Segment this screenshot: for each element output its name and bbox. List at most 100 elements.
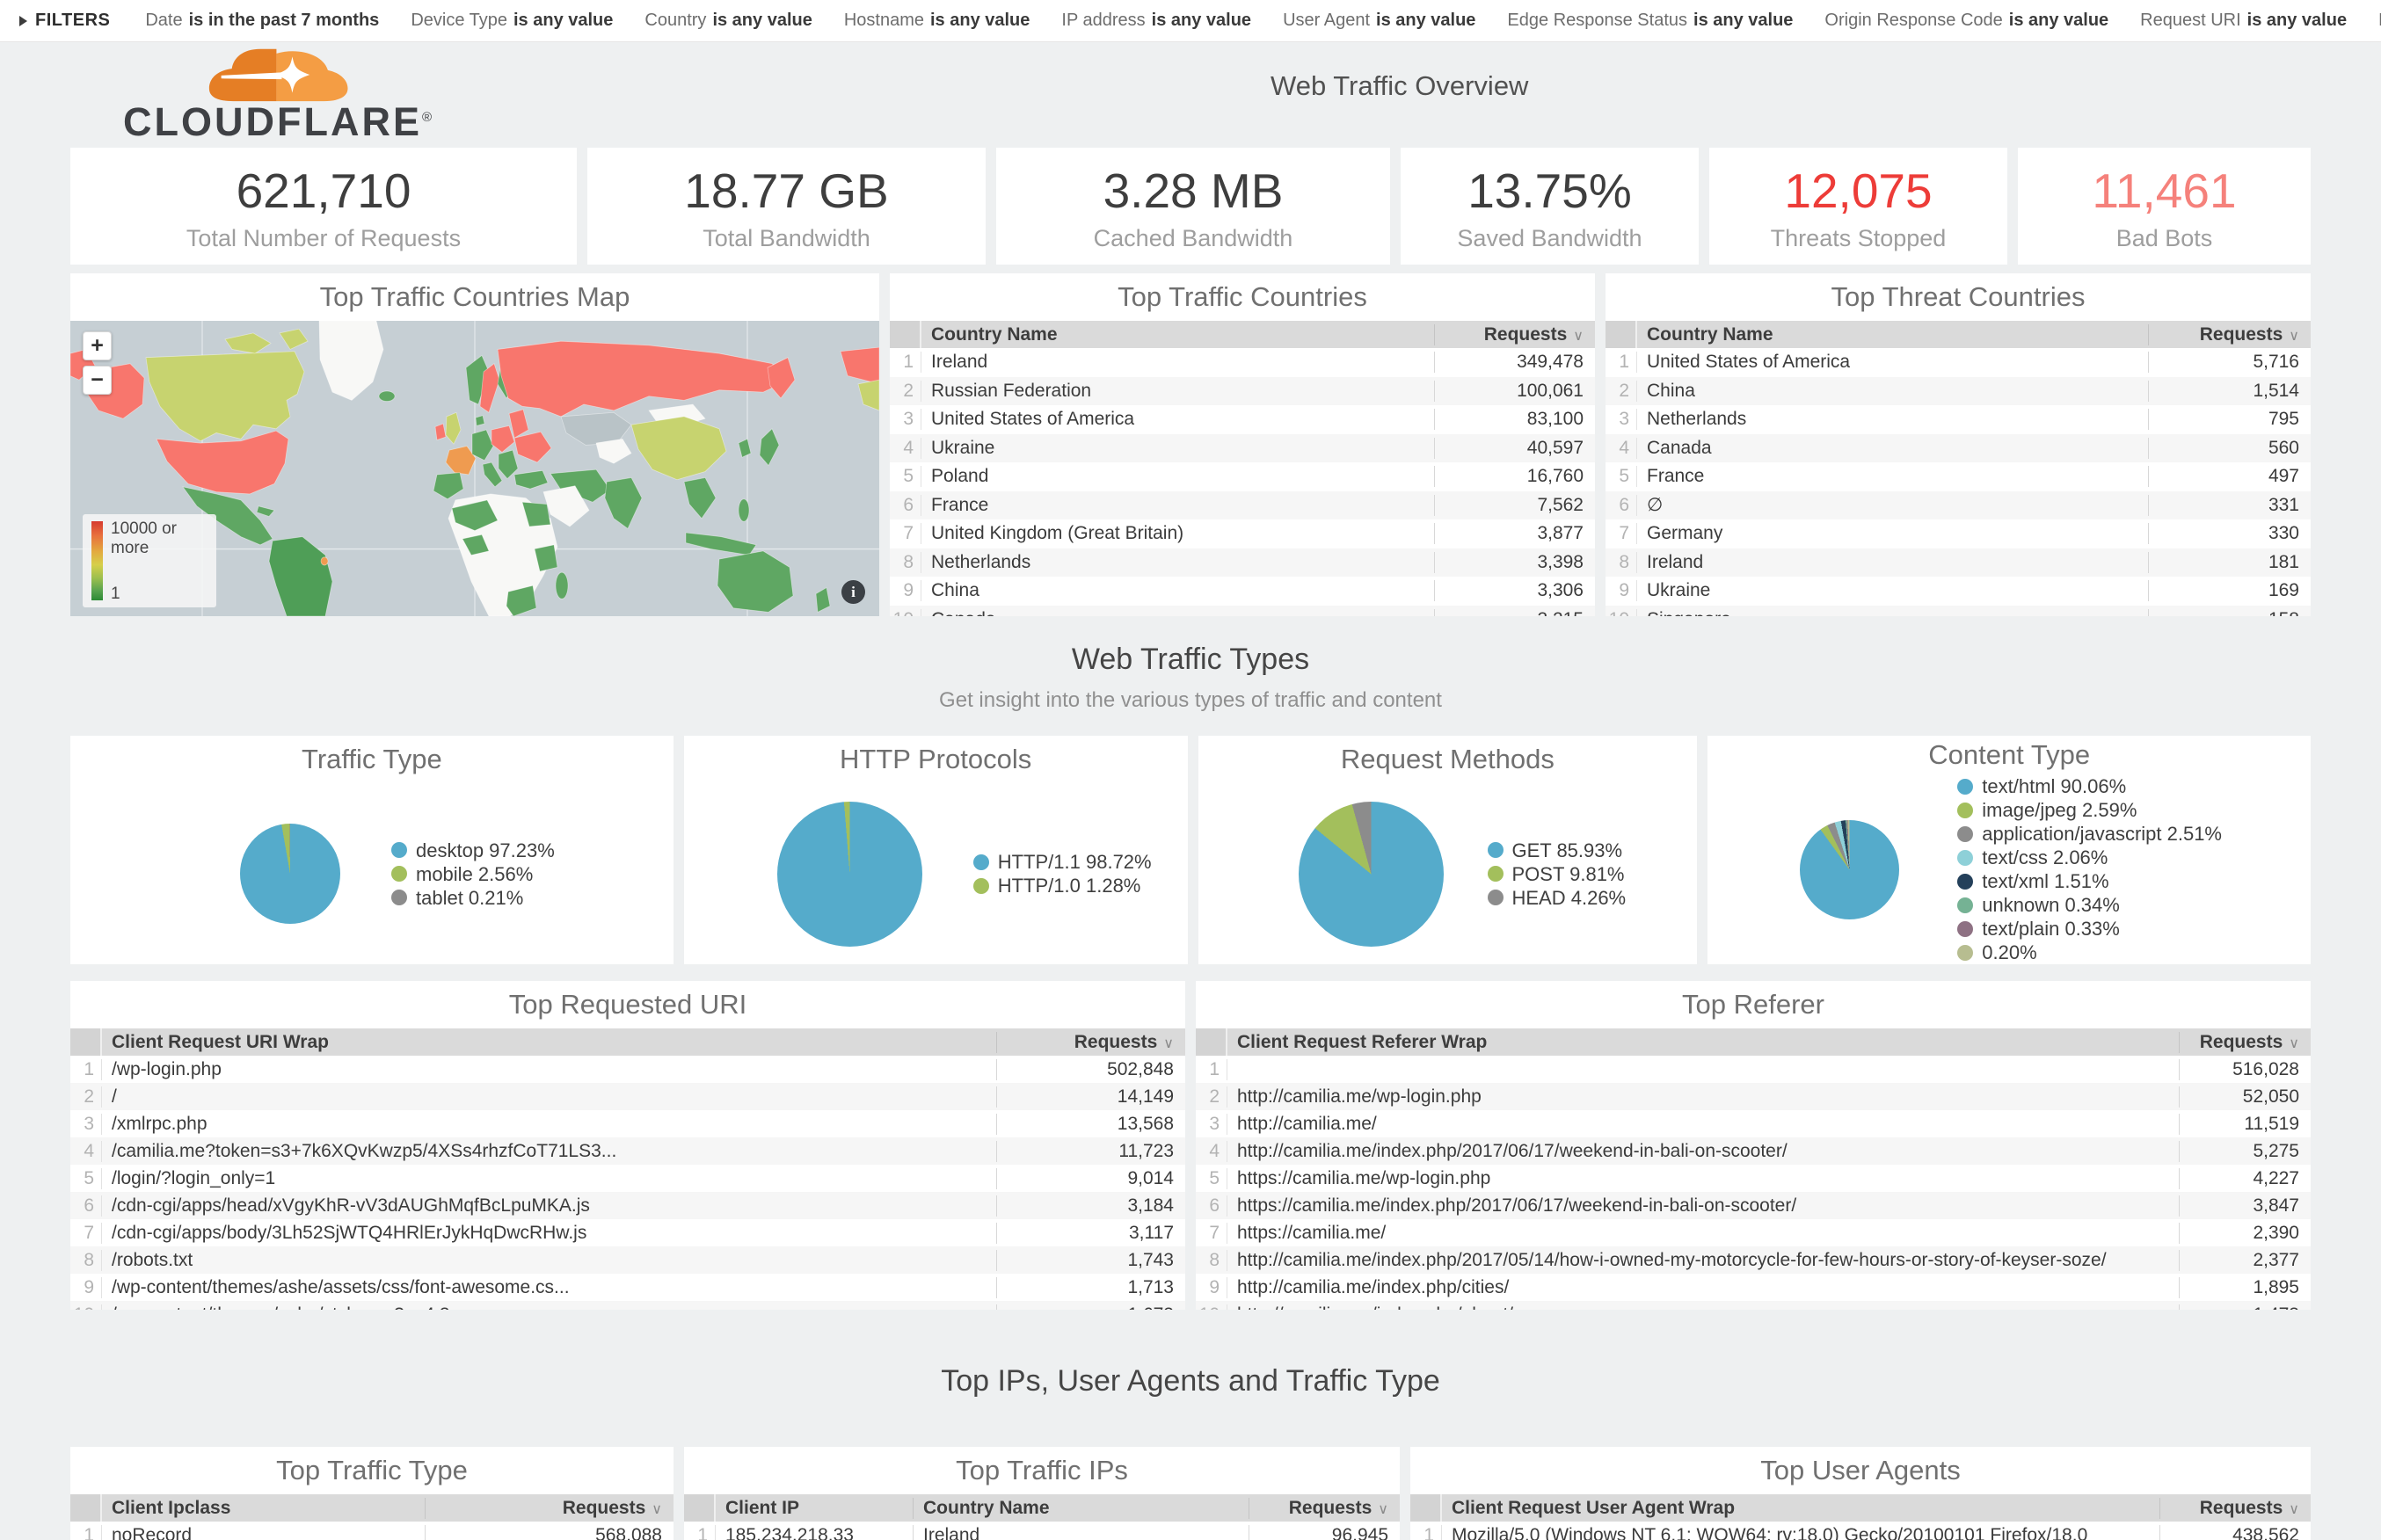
cell-requests: 40,597 (1434, 437, 1595, 459)
table-row: 1/wp-login.php 502,848 (70, 1056, 1185, 1083)
legend-item: HTTP/1.1 98.72% (972, 850, 1152, 874)
cell: http://camilia.me/index.php/2017/05/14/h… (1237, 1249, 2107, 1270)
column-header-requests[interactable]: Requests ∨ (1249, 1497, 1400, 1519)
table-header-row: Country Name Requests ∨ (1606, 321, 2311, 348)
map-zoom-out-button[interactable]: − (83, 366, 112, 395)
table-body: 1 noRecord 568,088 (70, 1522, 674, 1540)
map-title: Top Traffic Countries Map (319, 281, 630, 312)
top-ips-section-header: Top IPs, User Agents and Traffic Type (70, 1310, 2311, 1433)
table-row: 8 Ireland 181 (1606, 548, 2311, 577)
row-index: 1 (1606, 352, 1637, 374)
row-index: 8 (890, 551, 921, 573)
stat-card-cached-bandwidth: 3.28 MB Cached Bandwidth (996, 148, 1390, 265)
table-row: 1 Mozilla/5.0 (Windows NT 6.1; WOW64; rv:… (1410, 1522, 2311, 1540)
table-row: 3 United States of America 83,100 (890, 405, 1595, 434)
cell: /wp-content/themes/ashe/style.css?v=4.3 (102, 1304, 996, 1311)
column-header-client-request-uri-wrap[interactable]: Client Request URI Wrap (112, 1031, 329, 1052)
map-info-icon[interactable]: i (841, 580, 865, 604)
column-header-requests[interactable]: Requests ∨ (2179, 1031, 2311, 1053)
column-header-country-name[interactable]: Country Name (913, 1497, 1249, 1519)
http-protocols-title: HTTP Protocols (840, 744, 1032, 774)
cell-requests: 3,184 (996, 1195, 1185, 1217)
column-header-client-ipclass[interactable]: Client Ipclass (112, 1497, 231, 1518)
top-user-agents-card: Top User Agents Client Request User Agen… (1410, 1447, 2311, 1540)
index-column-header (70, 1028, 102, 1056)
http-protocols-pie-chart[interactable] (776, 801, 922, 947)
row-index: 9 (890, 580, 921, 602)
filter-item-rayid[interactable]: RayIDis any value (2378, 11, 2381, 31)
cell: United Kingdom (Great Britain) (931, 523, 1184, 544)
filter-item-origin-response-code[interactable]: Origin Response Code is any value (1824, 11, 2108, 31)
cell: https://camilia.me/ (1237, 1222, 1387, 1243)
column-header-country-name[interactable]: Country Name (1647, 323, 1773, 345)
table-row: 10Canada3,215 (890, 605, 1595, 616)
top-traffic-ips-title: Top Traffic IPs (956, 1455, 1128, 1486)
row-index: 1 (890, 352, 921, 374)
filter-item-country[interactable]: Country is any value (644, 11, 812, 31)
filter-item-date[interactable]: Date is in the past 7 months (145, 11, 379, 31)
row-index: 7 (1606, 523, 1637, 545)
cell: https://camilia.me/index.php/2017/06/17/… (1237, 1195, 1797, 1216)
filter-item-edge-response-status[interactable]: Edge Response Status is any value (1507, 11, 1793, 31)
legend-item: unknown 0.34% (1957, 893, 2222, 917)
legend-label: GET 85.93% (1511, 839, 1623, 861)
legend-color-dot (1487, 866, 1504, 882)
table-row: 6 France 7,562 (890, 490, 1595, 519)
table-row: 7/cdn-cgi/apps/body/3Lh52SjWTQ4HRlErJykH… (70, 1219, 1185, 1246)
column-header-client-request-referer-wrap[interactable]: Client Request Referer Wrap (1237, 1031, 1488, 1052)
table-row: 7 Germany 330 (1606, 519, 2311, 548)
row-index: 10 (70, 1304, 102, 1310)
legend-item: HEAD 4.26% (1487, 886, 1626, 910)
table-header-row: Client IP Country Name Requests ∨ (684, 1494, 1400, 1522)
cloudflare-wordmark: CLOUDFLARE® (122, 99, 435, 144)
filter-field-label: Country (644, 11, 707, 30)
cell: noRecord (112, 1524, 193, 1540)
top-referer-table: Client Request Referer Wrap Requests ∨ 1 516… (1196, 1028, 2311, 1310)
filter-item-request-uri[interactable]: Request URI is any value (2140, 11, 2347, 31)
filter-item-device-type[interactable]: Device Type is any value (411, 11, 613, 31)
map-zoom-in-button[interactable]: + (83, 331, 112, 360)
world-map-svg (70, 321, 879, 616)
world-map[interactable]: + − 10000 or more 1 i (70, 321, 879, 616)
column-header-client-ip[interactable]: Client IP (725, 1497, 800, 1518)
column-header-requests[interactable]: Requests ∨ (1434, 323, 1595, 345)
cell: 185.234.218.33 (725, 1524, 854, 1540)
column-header-requests[interactable]: Requests ∨ (425, 1497, 674, 1519)
cell: Ukraine (931, 437, 995, 458)
cell-requests: 795 (2148, 409, 2311, 431)
filter-field-label: Hostname (843, 11, 924, 30)
cell: China (931, 580, 979, 601)
column-header-country-name[interactable]: Country Name (931, 323, 1058, 345)
cell: Germany (1647, 523, 1723, 544)
filter-item-hostname[interactable]: Hostname is any value (844, 11, 1030, 31)
stat-value: 13.75% (1467, 163, 1632, 219)
legend-color-dot (1957, 825, 1974, 842)
content-type-pie-chart[interactable] (1800, 819, 1900, 919)
cell-requests: 7,562 (1434, 494, 1595, 516)
cell: ∅ (1647, 495, 1664, 516)
legend-color-dot (1487, 842, 1504, 858)
table-header-row: Client Ipclass Requests ∨ (70, 1494, 674, 1522)
traffic-type-pie-chart[interactable] (240, 824, 340, 924)
cell-requests: 568,088 (425, 1524, 674, 1540)
column-header-client-request-user-agent-wrap[interactable]: Client Request User Agent Wrap (1452, 1497, 1736, 1518)
table-row: 4/camilia.me?token=s3+7k6XQvKwzp5/4XSs4r… (70, 1137, 1185, 1165)
table-row: 9/wp-content/themes/ashe/assets/css/font… (70, 1274, 1185, 1301)
filter-item-user-agent[interactable]: User Agent is any value (1283, 11, 1475, 31)
legend-item: application/javascript 2.51% (1957, 822, 2222, 846)
cell: /wp-login.php (112, 1058, 222, 1079)
table-row: 6 https://camilia.me/index.php/2017/06/17… (1196, 1192, 2311, 1219)
table-row: 6/cdn-cgi/apps/head/xVgyKhR-vV3dAUGhMqfB… (70, 1192, 1185, 1219)
filter-value: is any value (513, 11, 614, 30)
filter-field-label: RayID (2378, 11, 2381, 30)
request-methods-pie-chart[interactable] (1298, 801, 1444, 947)
row-index: 1 (1196, 1058, 1227, 1080)
table-row: 2 / 14,149 (70, 1083, 1185, 1110)
sort-descending-icon: ∨ (2289, 1501, 2299, 1517)
column-header-requests[interactable]: Requests ∨ (2148, 323, 2311, 345)
filter-item-ip-address[interactable]: IP address is any value (1061, 11, 1251, 31)
stat-value: 11,461 (2092, 163, 2237, 219)
column-header-requests[interactable]: Requests ∨ (2159, 1497, 2311, 1519)
column-header-requests[interactable]: Requests ∨ (996, 1031, 1185, 1053)
filters-toggle[interactable]: FILTERS (19, 11, 110, 31)
